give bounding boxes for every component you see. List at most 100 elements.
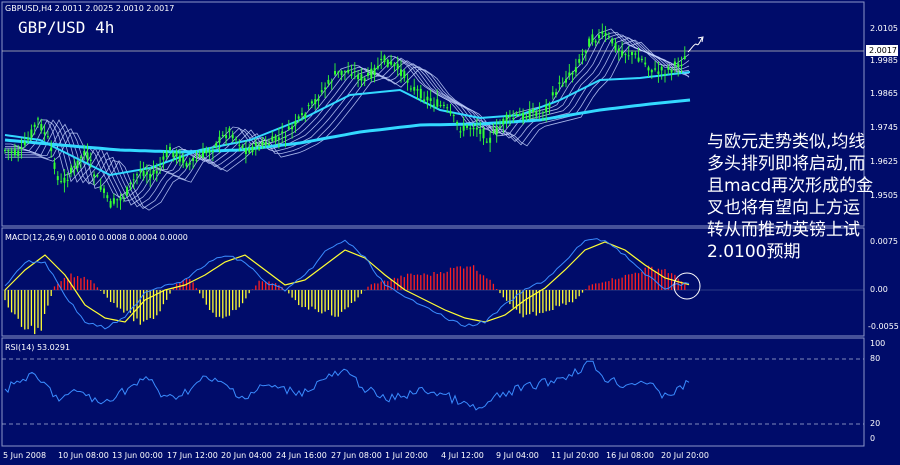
candle-body	[522, 112, 525, 120]
price-axis-label: 2.0105	[870, 24, 898, 33]
candle-body	[607, 36, 610, 38]
candle-body	[380, 58, 383, 61]
rsi-line-group	[4, 360, 690, 411]
candle-body	[673, 61, 676, 65]
candle-body	[251, 146, 254, 152]
macd-panel[interactable]	[1, 227, 865, 337]
candle-body	[238, 144, 241, 146]
candle-body	[50, 147, 53, 152]
candle-body	[4, 149, 6, 151]
candle-body	[475, 127, 478, 130]
macd-header: MACD(12,26,9) 0.0010 0.0008 0.0004 0.000…	[5, 233, 188, 242]
candle-body	[565, 79, 567, 83]
candle-body	[56, 176, 59, 181]
candle-body	[627, 55, 630, 57]
candle-body	[235, 138, 237, 140]
candle-body	[103, 188, 105, 193]
candle-body	[136, 174, 138, 176]
candle-body	[334, 71, 336, 75]
candle-body	[677, 63, 680, 67]
candle-body	[294, 121, 297, 126]
macd-cross-circle	[673, 272, 701, 300]
candle-body	[70, 167, 72, 174]
candle-body	[489, 137, 492, 143]
candle-body	[469, 128, 472, 130]
candle-body	[343, 71, 346, 73]
ema-line	[5, 41, 690, 211]
candle-body	[532, 109, 534, 113]
candle-body	[231, 134, 234, 139]
candle-body	[347, 69, 350, 73]
candle-body	[297, 116, 300, 119]
candle-body	[499, 126, 501, 128]
candle-body	[664, 73, 666, 75]
candle-body	[367, 72, 369, 76]
candle-body	[330, 81, 333, 83]
candle-body	[202, 151, 204, 158]
candle-body	[310, 101, 313, 104]
ema-mid-line	[4, 71, 691, 177]
candle-body	[284, 137, 287, 138]
candle-body	[634, 53, 637, 55]
ema-line	[5, 35, 690, 206]
candle-body	[502, 118, 505, 125]
candle-body	[446, 107, 449, 109]
candle-body	[89, 159, 92, 161]
macd-signal-line	[4, 241, 690, 323]
candle-body	[228, 128, 231, 132]
rsi-line	[4, 360, 690, 411]
price-axis-label: 1.9865	[870, 89, 898, 98]
candle-body	[413, 86, 416, 91]
candle-body	[640, 58, 643, 61]
candle-body	[40, 124, 43, 131]
candle-body	[139, 170, 142, 172]
time-axis-label: 16 Jul 08:00	[606, 451, 654, 460]
candle-body	[258, 147, 261, 150]
candle-body	[535, 111, 538, 117]
candle-body	[466, 125, 468, 128]
candle-body	[561, 84, 564, 86]
candle-body	[225, 135, 228, 139]
candle-body	[60, 181, 63, 183]
candle-body	[647, 67, 650, 71]
candle-body	[182, 156, 185, 164]
candle-body	[145, 172, 148, 175]
candle-body	[10, 151, 13, 154]
time-axis-label: 20 Jun 04:00	[221, 451, 272, 460]
time-axis-label: 20 Jul 20:00	[661, 451, 709, 460]
candle-body	[208, 150, 211, 153]
price-panel[interactable]	[1, 1, 865, 227]
candle-body	[541, 112, 544, 114]
candle-body	[614, 43, 617, 51]
candle-body	[126, 187, 129, 196]
candle-body	[621, 50, 624, 56]
candle-body	[568, 72, 571, 77]
candle-body	[241, 145, 244, 148]
current-price-label: 2.0017	[869, 46, 897, 55]
candle-body	[244, 148, 247, 154]
candle-body	[680, 64, 683, 66]
rsi-axis-label: 80	[870, 354, 880, 363]
candle-body	[598, 34, 600, 39]
candle-body	[429, 98, 432, 101]
candle-body	[30, 129, 33, 138]
time-axis-label: 10 Jun 08:00	[58, 451, 109, 460]
rsi-axis-label: 0	[870, 434, 875, 443]
candle-body	[337, 71, 340, 73]
candle-body	[46, 136, 49, 138]
candle-body	[17, 151, 20, 157]
price-axis-label: 1.9625	[870, 157, 898, 166]
macd-axis-label: -0.0055	[868, 322, 899, 331]
candle-body	[106, 195, 109, 199]
macd-axis-label: 0.00	[870, 285, 888, 294]
candle-body	[63, 177, 66, 183]
candle-body	[551, 92, 554, 96]
candle-body	[188, 162, 191, 165]
time-axis-label: 4 Jul 12:00	[441, 451, 484, 460]
candle-body	[350, 74, 353, 76]
rsi-panel[interactable]	[1, 337, 865, 447]
candle-body	[456, 121, 459, 124]
candle-body	[152, 170, 155, 174]
candle-body	[654, 68, 657, 70]
